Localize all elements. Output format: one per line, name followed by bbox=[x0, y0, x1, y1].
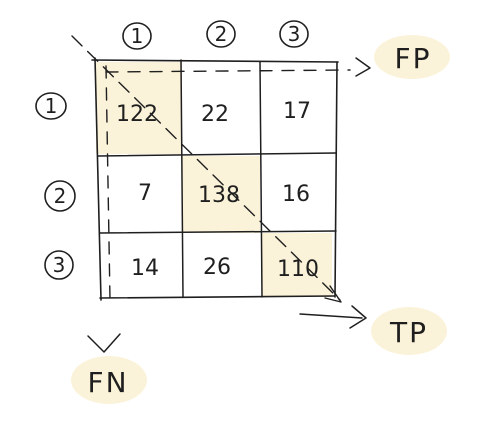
grid-vline-2 bbox=[259, 61, 263, 298]
diagonal-cell-3-highlight bbox=[262, 233, 332, 297]
grid-bottom-border bbox=[99, 295, 335, 299]
cell-3-1: 14 bbox=[131, 256, 159, 281]
grid-top-border bbox=[91, 59, 339, 63]
cell-2-1: 7 bbox=[138, 181, 152, 206]
fp-label: FP bbox=[395, 42, 432, 75]
cell-1-1: 122 bbox=[116, 102, 158, 127]
tp-diagonal-line bbox=[71, 35, 341, 301]
fn-arrow-head bbox=[87, 333, 121, 353]
grid-vline-1 bbox=[180, 59, 184, 298]
cell-1-2: 22 bbox=[201, 102, 229, 127]
row-1-label: 1 bbox=[45, 94, 58, 118]
tp-label: TP bbox=[389, 316, 428, 349]
cell-3-2: 26 bbox=[203, 255, 231, 280]
row-3-circle bbox=[44, 250, 74, 280]
fn-arrow-line bbox=[105, 65, 111, 301]
fp-highlight bbox=[374, 35, 450, 79]
diagonal-cell-1-highlight bbox=[96, 62, 182, 154]
fn-label: FN bbox=[87, 366, 128, 399]
row-3-label: 3 bbox=[53, 253, 66, 277]
column-3-label: 3 bbox=[288, 22, 301, 46]
cell-3-3: 110 bbox=[277, 257, 319, 282]
column-2-label: 2 bbox=[215, 22, 228, 46]
row-2-circle bbox=[44, 180, 76, 212]
cell-2-2: 138 bbox=[198, 183, 240, 208]
tp-arrow-line bbox=[299, 313, 363, 319]
tp-diagonal-arrowhead bbox=[324, 285, 342, 303]
grid-right-border bbox=[334, 61, 338, 298]
row-2-label: 2 bbox=[54, 184, 67, 208]
fp-arrow-line bbox=[105, 69, 351, 73]
column-3-circle bbox=[279, 20, 309, 48]
fp-arrow-head bbox=[355, 57, 371, 77]
cell-1-3: 17 bbox=[283, 99, 311, 124]
grid-hline-1 bbox=[97, 152, 337, 157]
tp-highlight bbox=[371, 307, 447, 355]
fn-highlight bbox=[71, 356, 147, 404]
column-1-circle bbox=[122, 22, 152, 50]
cell-2-3: 16 bbox=[282, 182, 310, 207]
tp-arrow-head bbox=[349, 305, 367, 329]
grid-hline-2 bbox=[99, 230, 337, 234]
diagonal-cell-2-highlight bbox=[182, 156, 260, 233]
column-2-circle bbox=[206, 20, 236, 48]
row-1-circle bbox=[35, 92, 67, 120]
column-1-label: 1 bbox=[131, 24, 144, 48]
grid-left-border bbox=[94, 57, 102, 301]
